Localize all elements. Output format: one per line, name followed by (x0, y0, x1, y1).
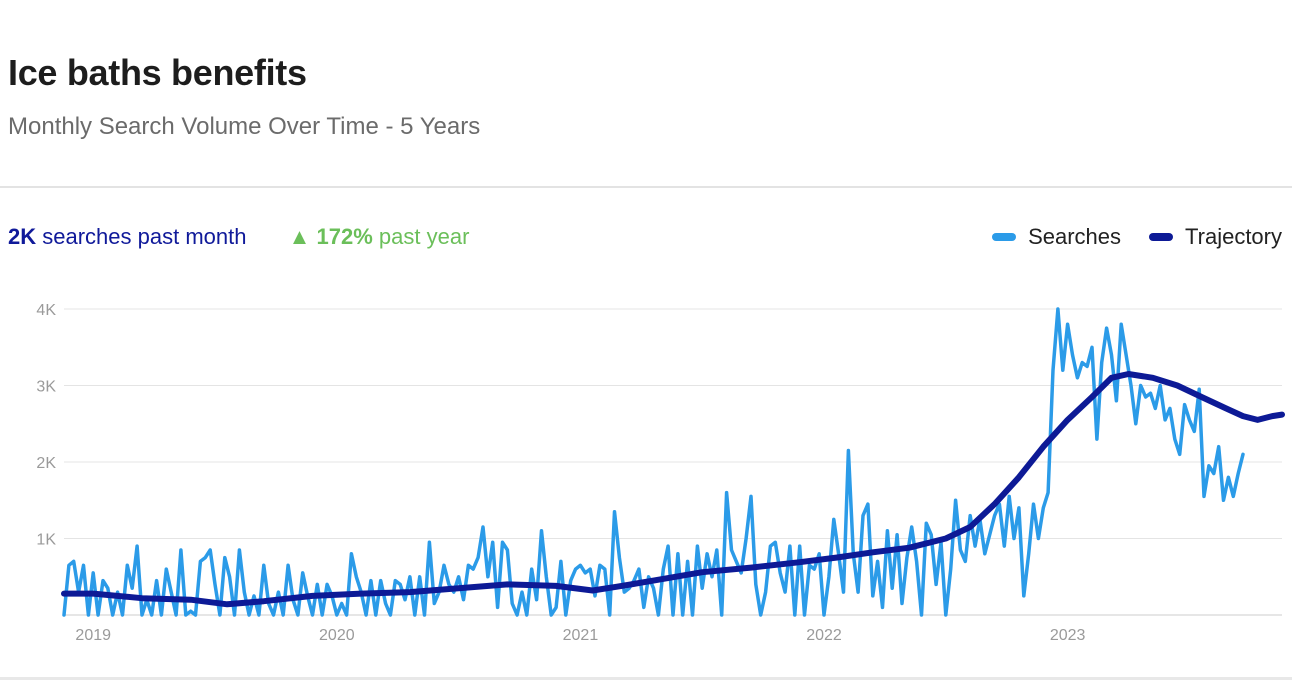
volume-stat: 2K searches past month (8, 224, 246, 249)
x-tick-label: 2021 (563, 627, 599, 644)
x-axis-ticks: 2019 2020 2021 2022 2023 (75, 627, 1085, 644)
legend-label-searches: Searches (1028, 224, 1122, 249)
y-tick-label: 3K (36, 379, 56, 396)
growth-value: 172% (316, 224, 373, 249)
x-tick-label: 2023 (1050, 627, 1086, 644)
volume-label: searches past month (42, 224, 247, 249)
y-tick-label: 1K (36, 532, 56, 549)
search-volume-chart: 1K 2K 3K 4K 2019 2020 2021 2022 2023 (36, 302, 1285, 644)
page-subtitle: Monthly Search Volume Over Time - 5 Year… (8, 113, 481, 140)
growth-label: past year (378, 224, 470, 249)
chart-legend: Searches Trajectory (964, 224, 1282, 250)
up-arrow-icon: ▲ (288, 224, 311, 249)
searches-line (62, 307, 1245, 617)
legend-item-trajectory[interactable]: Trajectory (1149, 224, 1282, 250)
volume-value: 2K (8, 224, 37, 249)
trajectory-swatch-icon (1149, 233, 1174, 241)
y-axis-ticks: 1K 2K 3K 4K (36, 302, 56, 549)
stats-summary: 2K searches past month ▲ 172% past year (8, 224, 469, 250)
x-tick-label: 2022 (806, 627, 842, 644)
legend-label-trajectory: Trajectory (1185, 224, 1282, 249)
bottom-divider (0, 677, 1292, 680)
header: Ice baths benefits Monthly Search Volume… (0, 0, 1292, 188)
searches-swatch-icon (992, 233, 1017, 241)
x-tick-label: 2019 (75, 627, 111, 644)
y-tick-label: 4K (36, 302, 56, 319)
page-title: Ice baths benefits (8, 52, 307, 93)
x-tick-label: 2020 (319, 627, 355, 644)
legend-item-searches[interactable]: Searches (992, 224, 1121, 250)
series-lines (61, 307, 1285, 617)
growth-stat: ▲ 172% past year (289, 224, 470, 249)
trajectory-line (61, 371, 1285, 608)
y-tick-label: 2K (36, 455, 56, 472)
grid-lines (64, 308, 1282, 616)
